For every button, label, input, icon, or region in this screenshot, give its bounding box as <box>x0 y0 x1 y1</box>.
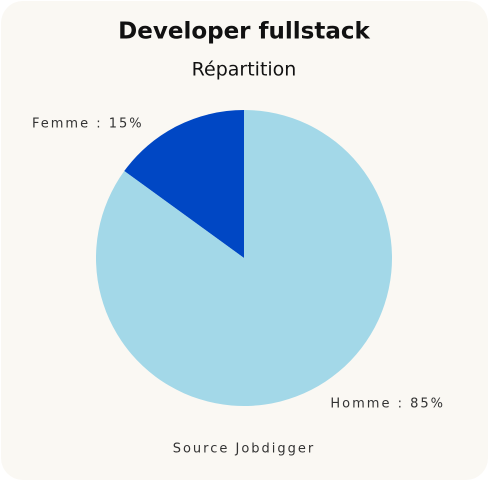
chart-subtitle: Répartition <box>192 59 297 81</box>
source: Source Jobdigger <box>173 442 316 457</box>
slice-label: Femme : 15% <box>32 117 144 132</box>
chart-title: Developer fullstack <box>118 19 370 45</box>
slice-label: Homme : 85% <box>330 397 445 412</box>
pie-slice <box>124 110 244 258</box>
pie-slice <box>96 110 392 406</box>
